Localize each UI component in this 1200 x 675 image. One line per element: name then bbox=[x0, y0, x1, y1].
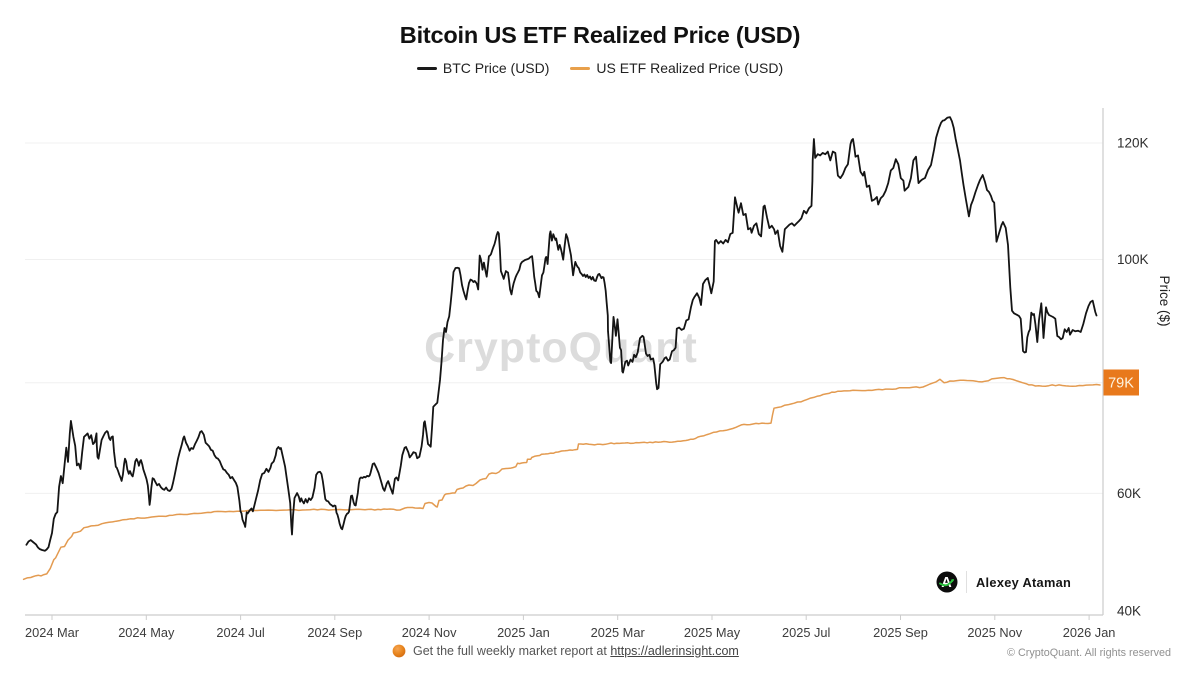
svg-text:79K: 79K bbox=[1108, 376, 1134, 392]
svg-text:2025 Sep: 2025 Sep bbox=[873, 625, 928, 640]
svg-text:40K: 40K bbox=[1117, 604, 1141, 619]
svg-text:CryptoQuant: CryptoQuant bbox=[424, 324, 698, 372]
svg-text:2024 Mar: 2024 Mar bbox=[25, 625, 80, 640]
svg-text:120K: 120K bbox=[1117, 136, 1149, 151]
svg-text:Price ($): Price ($) bbox=[1157, 275, 1172, 326]
svg-text:2025 May: 2025 May bbox=[684, 625, 741, 640]
svg-text:2024 May: 2024 May bbox=[118, 625, 175, 640]
svg-text:2025 Mar: 2025 Mar bbox=[591, 625, 646, 640]
svg-text:2025 Jul: 2025 Jul bbox=[782, 625, 830, 640]
svg-text:60K: 60K bbox=[1117, 486, 1141, 501]
svg-text:2026 Jan: 2026 Jan bbox=[1063, 625, 1116, 640]
svg-text:2025 Jan: 2025 Jan bbox=[497, 625, 550, 640]
svg-text:2024 Sep: 2024 Sep bbox=[307, 625, 362, 640]
svg-text:2024 Nov: 2024 Nov bbox=[402, 625, 457, 640]
svg-text:A: A bbox=[941, 575, 952, 591]
svg-text:100K: 100K bbox=[1117, 252, 1149, 267]
svg-text:2025 Nov: 2025 Nov bbox=[967, 625, 1022, 640]
svg-text:2024 Jul: 2024 Jul bbox=[216, 625, 264, 640]
